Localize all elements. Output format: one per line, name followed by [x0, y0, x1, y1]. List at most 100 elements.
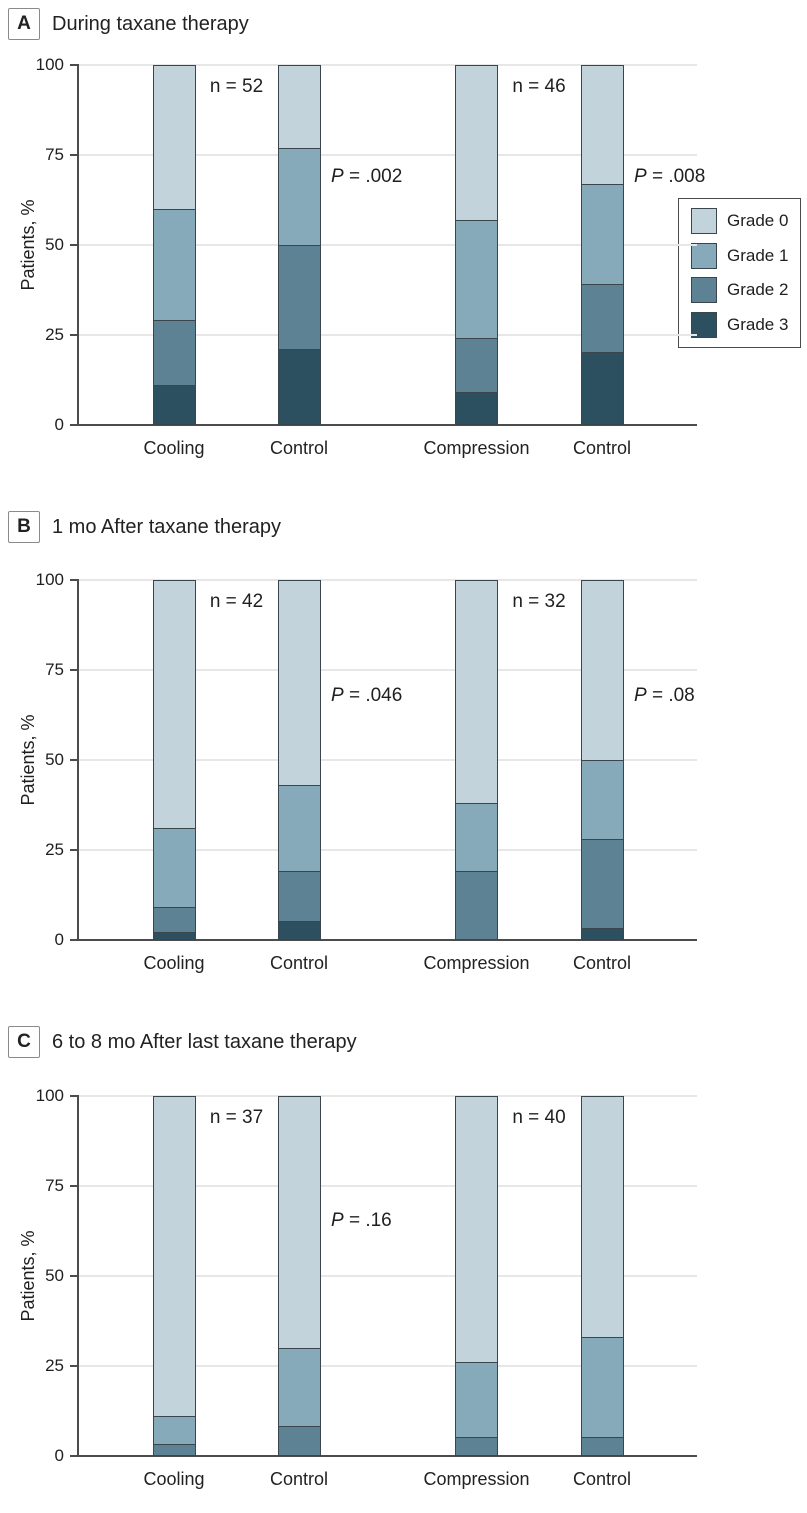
y-tick-label: 50 [45, 235, 64, 254]
bar-control-2 [277, 1096, 321, 1456]
x-category-label: Control [269, 438, 329, 458]
legend-label: Grade 0 [727, 210, 789, 230]
x-category-label: Cooling [143, 1469, 205, 1489]
x-category-label: Control [572, 1469, 632, 1489]
gridline [78, 669, 697, 671]
y-tick [70, 939, 78, 941]
gridline [78, 154, 697, 156]
x-category-label: Compression [423, 1469, 530, 1489]
x-category-label: Control [269, 953, 329, 973]
panel-b-title: 1 mo After taxane therapy [52, 515, 282, 538]
legend-label: Grade 2 [727, 280, 789, 300]
panel-a-title: During taxane therapy [52, 12, 249, 35]
x-category-label: Cooling [143, 438, 205, 458]
bar-segment-grade-1 [278, 148, 320, 246]
bar-cooling-1 [152, 580, 196, 940]
bar-segment-grade-2 [278, 245, 320, 349]
bar-segment-grade-1 [456, 1361, 497, 1438]
bar-segment-grade-2 [278, 1426, 320, 1455]
y-axis-title: Patients, % [18, 714, 38, 806]
x-category-label: Control [572, 438, 632, 458]
bar-segment-grade-3 [581, 352, 623, 424]
panel-c-label-box: C [8, 1026, 40, 1058]
x-category-label: Control [269, 1469, 329, 1489]
bar-segment-grade-2 [456, 870, 497, 939]
y-tick [70, 64, 78, 66]
bar-segment-grade-2 [456, 1437, 497, 1455]
bar-segment-grade-0 [456, 581, 497, 803]
bar-control-2 [277, 65, 321, 425]
bar-segment-grade-3 [278, 348, 320, 424]
y-tick-label: 25 [45, 1356, 64, 1375]
n-count-label: n = 42 [209, 591, 264, 612]
bar-segment-grade-2 [581, 1437, 623, 1455]
p-value-label: P = .08 [634, 685, 695, 706]
bar-segment-grade-3 [153, 384, 195, 424]
y-tick [70, 424, 78, 426]
bar-control-2 [277, 580, 321, 940]
bar-segment-grade-1 [456, 219, 497, 339]
n-count-label: n = 40 [512, 1107, 566, 1128]
bar-segment-grade-0 [456, 1097, 497, 1362]
bar-control-4 [580, 65, 624, 425]
bar-segment-grade-1 [581, 1336, 623, 1438]
bar-compression-3 [455, 65, 498, 425]
y-tick [70, 579, 78, 581]
bar-segment-grade-2 [456, 338, 497, 392]
bar-control-4 [580, 580, 624, 940]
gridline [78, 579, 697, 581]
panel-b-label-box: B [8, 511, 40, 543]
y-tick-label: 50 [45, 1266, 64, 1285]
y-tick [70, 759, 78, 761]
y-tick [70, 1455, 78, 1457]
legend-swatch-grade-3 [691, 312, 717, 339]
legend-item: Grade 0 [691, 207, 800, 234]
y-tick [70, 1365, 78, 1367]
bar-cooling-1 [152, 1096, 196, 1456]
bar-control-4 [580, 1096, 624, 1456]
panel-a-label-box: A [8, 8, 40, 40]
y-tick-label: 50 [45, 750, 64, 769]
n-count-label: n = 52 [209, 76, 264, 97]
bar-segment-grade-0 [278, 581, 320, 786]
bar-compression-3 [455, 1096, 498, 1456]
y-axis-line [77, 579, 79, 941]
y-tick-label: 0 [54, 930, 64, 949]
legend-label: Grade 3 [727, 315, 789, 335]
y-tick [70, 1095, 78, 1097]
legend-item: Grade 3 [691, 312, 800, 339]
bar-segment-grade-1 [456, 802, 497, 871]
y-axis-title: Patients, % [18, 1230, 38, 1322]
n-count-label: n = 37 [209, 1107, 264, 1128]
x-axis-line [77, 1455, 697, 1457]
y-tick [70, 669, 78, 671]
n-count-label: n = 32 [512, 591, 566, 612]
legend-swatch-grade-1 [691, 242, 717, 269]
bar-segment-grade-1 [278, 1347, 320, 1427]
x-category-label: Compression [423, 953, 530, 973]
bar-segment-grade-1 [581, 760, 623, 839]
bar-segment-grade-2 [153, 1444, 195, 1455]
y-tick-label: 25 [45, 325, 64, 344]
p-value-label: P = .002 [331, 166, 403, 187]
bar-segment-grade-1 [278, 785, 320, 871]
y-tick [70, 244, 78, 246]
bar-segment-grade-1 [153, 828, 195, 907]
y-axis-title: Patients, % [18, 199, 38, 291]
gridline [78, 334, 697, 336]
bar-segment-grade-1 [581, 184, 623, 285]
x-category-label: Control [572, 953, 632, 973]
y-tick [70, 1275, 78, 1277]
y-tick [70, 334, 78, 336]
y-tick-label: 75 [45, 145, 64, 164]
bar-segment-grade-0 [153, 1097, 195, 1416]
bar-segment-grade-0 [278, 66, 320, 149]
panel-c-header: C 6 to 8 mo After last taxane therapy [8, 1026, 357, 1058]
gridline [78, 1365, 697, 1367]
y-tick-label: 75 [45, 660, 64, 679]
p-value-label: P = .046 [331, 685, 403, 706]
bar-segment-grade-0 [278, 1097, 320, 1348]
p-value-label: P = .16 [331, 1210, 392, 1231]
bar-cooling-1 [152, 65, 196, 425]
gridline [78, 849, 697, 851]
